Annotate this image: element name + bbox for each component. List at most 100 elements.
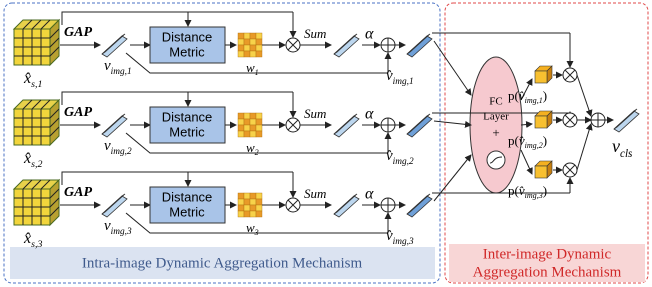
weight-cell [250,205,256,211]
feature-bar [407,116,432,137]
weight-cell [238,45,244,51]
gap-label: GAP [64,185,92,200]
weight-cell [250,33,256,39]
sum-label: Sum [304,106,326,121]
math-label: v̂img,1 [386,68,414,87]
weight-cell [256,119,262,125]
feature-bar [407,196,432,217]
math-label: p(v̂img,1) [508,88,547,105]
weight-cell [238,119,244,125]
connector [62,172,293,185]
math-label: x̂s,3 [23,230,42,250]
prob-cube [535,71,547,83]
math-label: x̂s,1 [23,70,42,90]
math-sub: img,3 [111,227,132,237]
weight-cell [244,45,250,51]
weight-cell [250,45,256,51]
weight-cell [250,39,256,45]
math-base: v [612,136,620,156]
math-sub: img,3 [525,191,543,200]
distance-label: Distance [162,189,213,204]
math-label: vimg,3 [104,218,132,237]
math-base: x̂ [23,230,31,247]
arrow [521,124,532,125]
math-sub: cls [620,148,632,160]
weight-cell [244,199,250,205]
weight-cell [244,205,250,211]
weight-cell [244,211,250,217]
sum-label: Sum [304,186,326,201]
weight-cell [238,125,244,131]
arrow [434,155,471,201]
gap-label: GAP [64,105,92,120]
connector [62,12,293,25]
weight-cell [238,211,244,217]
weight-cell [244,193,250,199]
math-base: x̂ [23,150,31,167]
math-suffix: ) [543,88,547,103]
weight-cell [244,113,250,119]
weight-cell [250,125,256,131]
math-sub: s,3 [31,239,42,250]
math-label: w3 [246,220,259,237]
weight-cell [244,39,250,45]
weight-cell [256,39,262,45]
math-label: w1 [246,60,259,77]
prob-cube [535,166,547,178]
math-sub: img,2 [393,157,414,167]
weight-cell [238,199,244,205]
math-suffix: ) [543,133,547,148]
intra-label: Intra-image Dynamic Aggregation Mechanis… [82,255,363,271]
arrow [577,124,591,170]
math-label: vcls [612,136,632,159]
weight-cell [250,131,256,137]
math-suffix: ) [543,183,547,198]
distance-label: Distance [162,29,213,44]
distance-label: Metric [169,204,205,219]
math-prefix: p( [508,88,519,103]
math-prefix: p( [508,133,519,148]
fc-label: + [492,125,499,140]
math-sub: img,1 [525,96,543,105]
math-sub: img,1 [393,77,414,87]
weight-cell [238,33,244,39]
alpha-label: α [365,106,374,123]
weight-cell [244,33,250,39]
weight-cell [256,113,262,119]
connector [62,92,293,105]
math-label: v̂img,2 [386,148,414,167]
math-label: vimg,1 [104,58,132,77]
weight-cell [250,113,256,119]
feature-bar [102,36,127,57]
feature-bar [407,36,432,57]
arrow [521,150,532,174]
distance-label: Metric [169,124,205,139]
weight-cell [250,211,256,217]
weight-cell [256,45,262,51]
weight-cell [244,51,250,57]
weight-cell [256,33,262,39]
math-sub: img,2 [525,141,543,150]
feature-bar [102,116,127,137]
distance-label: Metric [169,44,205,59]
math-label: w2 [246,140,259,157]
weight-cell [256,125,262,131]
sum-label: Sum [304,26,326,41]
feature-bar [102,196,127,217]
weight-cell [244,119,250,125]
math-label: p(v̂img,3) [508,183,547,200]
weight-cell [256,199,262,205]
math-sub: s,1 [31,79,42,90]
weight-cell [256,51,262,57]
activation [487,151,505,169]
weight-cell [244,125,250,131]
distance-label: Distance [162,109,213,124]
math-prefix: p( [508,183,519,198]
weight-cell [238,131,244,137]
weight-cell [238,51,244,57]
feature-bar [334,36,359,57]
alpha-label: α [365,186,374,203]
fc-label: FC [489,96,502,108]
math-label: p(v̂img,2) [508,133,547,150]
arrow [577,75,591,116]
